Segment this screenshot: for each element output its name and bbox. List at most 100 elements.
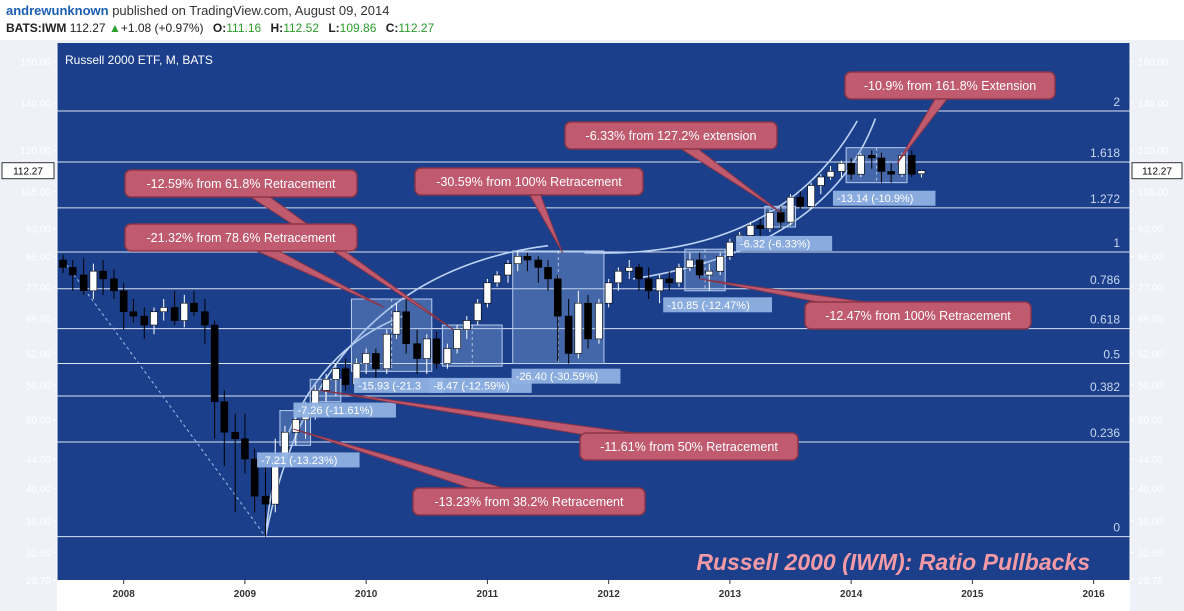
last-price-text-right: 112.27: [1142, 167, 1172, 178]
price-tick-label-left: 29.70: [26, 576, 51, 587]
publish-info: published on TradingView.com, August 09,…: [112, 3, 390, 18]
price-tick-label-right: 120.00: [1138, 146, 1169, 157]
candle-body: [544, 267, 552, 280]
candle-body: [523, 256, 532, 261]
candle-body: [796, 196, 805, 207]
high-value: 112.52: [283, 21, 319, 35]
candle-body: [261, 495, 270, 505]
fib-level-label: 2: [1113, 95, 1120, 109]
time-tick-label: 2014: [840, 589, 863, 600]
fib-level-label: 0.382: [1090, 380, 1120, 394]
candle-body: [887, 171, 895, 175]
price-tick-label-right: 77.00: [1138, 283, 1163, 294]
price-tick-label-left: 50.00: [26, 416, 51, 427]
price-tick-label-right: 160.00: [1138, 58, 1169, 69]
price-tick-label-right: 85.00: [1138, 252, 1163, 263]
price-tick-label-left: 40.00: [26, 484, 51, 495]
candle-body: [110, 278, 118, 292]
candle-body: [655, 278, 664, 292]
symbol-label: BATS:IWM: [6, 21, 67, 35]
close-label: C:: [385, 21, 399, 35]
callout-box: [124, 169, 358, 198]
candle-body: [907, 155, 916, 175]
open-label: O:: [212, 21, 227, 35]
candle-body: [817, 176, 825, 186]
callout-box: [412, 487, 646, 516]
pullback-label-box: [429, 377, 532, 393]
price-tick-label-left: 44.00: [26, 455, 51, 466]
candle-body: [432, 338, 441, 364]
pullback-label-box: [257, 452, 360, 468]
candle-body: [726, 241, 734, 257]
candle-body: [231, 431, 240, 440]
fib-level-label: 0.5: [1103, 348, 1120, 362]
fib-level-label: 0.618: [1090, 313, 1120, 327]
time-tick-label: 2009: [234, 589, 257, 600]
candle-body: [443, 348, 452, 364]
low-label: L:: [328, 21, 340, 35]
candle-body: [402, 311, 410, 344]
candle-body: [534, 259, 543, 268]
callout-box: [844, 71, 1056, 100]
price-tick-label-left: 36.00: [26, 517, 51, 528]
pullback-label: -15.93 (-21.3: [358, 380, 421, 392]
pullback-box: [845, 147, 908, 184]
price-tick-label-left: 140.00: [20, 99, 51, 110]
candle-body: [807, 185, 815, 207]
pullback-label: -10.85 (-12.47%): [667, 300, 750, 312]
callout-text: -11.61% from 50% Retracement: [600, 440, 778, 454]
candle-body: [877, 157, 886, 172]
time-tick-label: 2013: [719, 589, 742, 600]
last-price-badge-left: [1, 162, 55, 180]
time-tick-label: 2012: [598, 589, 621, 600]
candle-body: [332, 368, 340, 380]
callout-box: [414, 167, 644, 196]
pullback-label-box: [663, 297, 773, 313]
price-tick-label-left: 69.50: [26, 314, 51, 325]
candle-body: [493, 274, 501, 284]
fib-level-label: 0: [1113, 521, 1120, 535]
callout-text: -13.23% from 38.2% Retracement: [435, 495, 625, 509]
pullback-label: -8.47 (-12.59%): [433, 380, 509, 392]
candle-body: [595, 302, 603, 340]
candle-body: [847, 163, 855, 175]
open-value: 111.16: [226, 21, 262, 35]
last-price: 112.27: [69, 21, 106, 35]
pullback-label-box: [735, 235, 833, 251]
close-value: 112.27: [398, 21, 435, 35]
candle-body: [413, 343, 421, 359]
candle-body: [170, 307, 179, 321]
candle-body: [826, 171, 835, 178]
callout-text: -30.59% from 100% Retracement: [436, 175, 622, 189]
fib-level-label: 1.272: [1090, 192, 1120, 206]
fib-arc: [264, 244, 549, 537]
change-value: +1.08 (+0.97%): [120, 21, 204, 35]
candle-body: [574, 302, 583, 354]
candle-body: [59, 259, 67, 268]
callout-box: [124, 223, 358, 252]
callout-text: -6.33% from 127.2% extension: [586, 129, 757, 143]
candle-body: [644, 278, 653, 292]
candle-body: [917, 170, 926, 175]
price-tick-label-left: 62.00: [26, 349, 51, 360]
low-value: 109.86: [339, 21, 377, 35]
candle-body: [201, 311, 209, 326]
pullback-label-box: [354, 377, 444, 393]
pullback-label: -6.32 (-6.33%): [740, 238, 810, 250]
pullback-label: -7.26 (-11.61%): [297, 405, 373, 417]
time-tick-label: 2016: [1083, 589, 1106, 600]
candle-body: [68, 267, 77, 276]
pullback-label: -7.21 (-13.23%): [261, 455, 337, 467]
price-tick-label-right: 50.00: [1138, 416, 1163, 427]
author-link[interactable]: andrewunknown: [6, 3, 109, 18]
candle-body: [422, 338, 431, 359]
fib-arc: [584, 120, 858, 254]
pullback-label-box: [293, 402, 396, 418]
last-price-badge-right: [1131, 162, 1183, 180]
pullback-label: -26.40 (-30.59%): [516, 371, 599, 383]
callout-text: -21.32% from 78.6% Retracement: [147, 231, 337, 245]
price-tick-label-right: 140.00: [1138, 99, 1169, 110]
candle-body: [504, 263, 512, 276]
header-line: andrewunknown published on TradingView.c…: [6, 3, 389, 18]
